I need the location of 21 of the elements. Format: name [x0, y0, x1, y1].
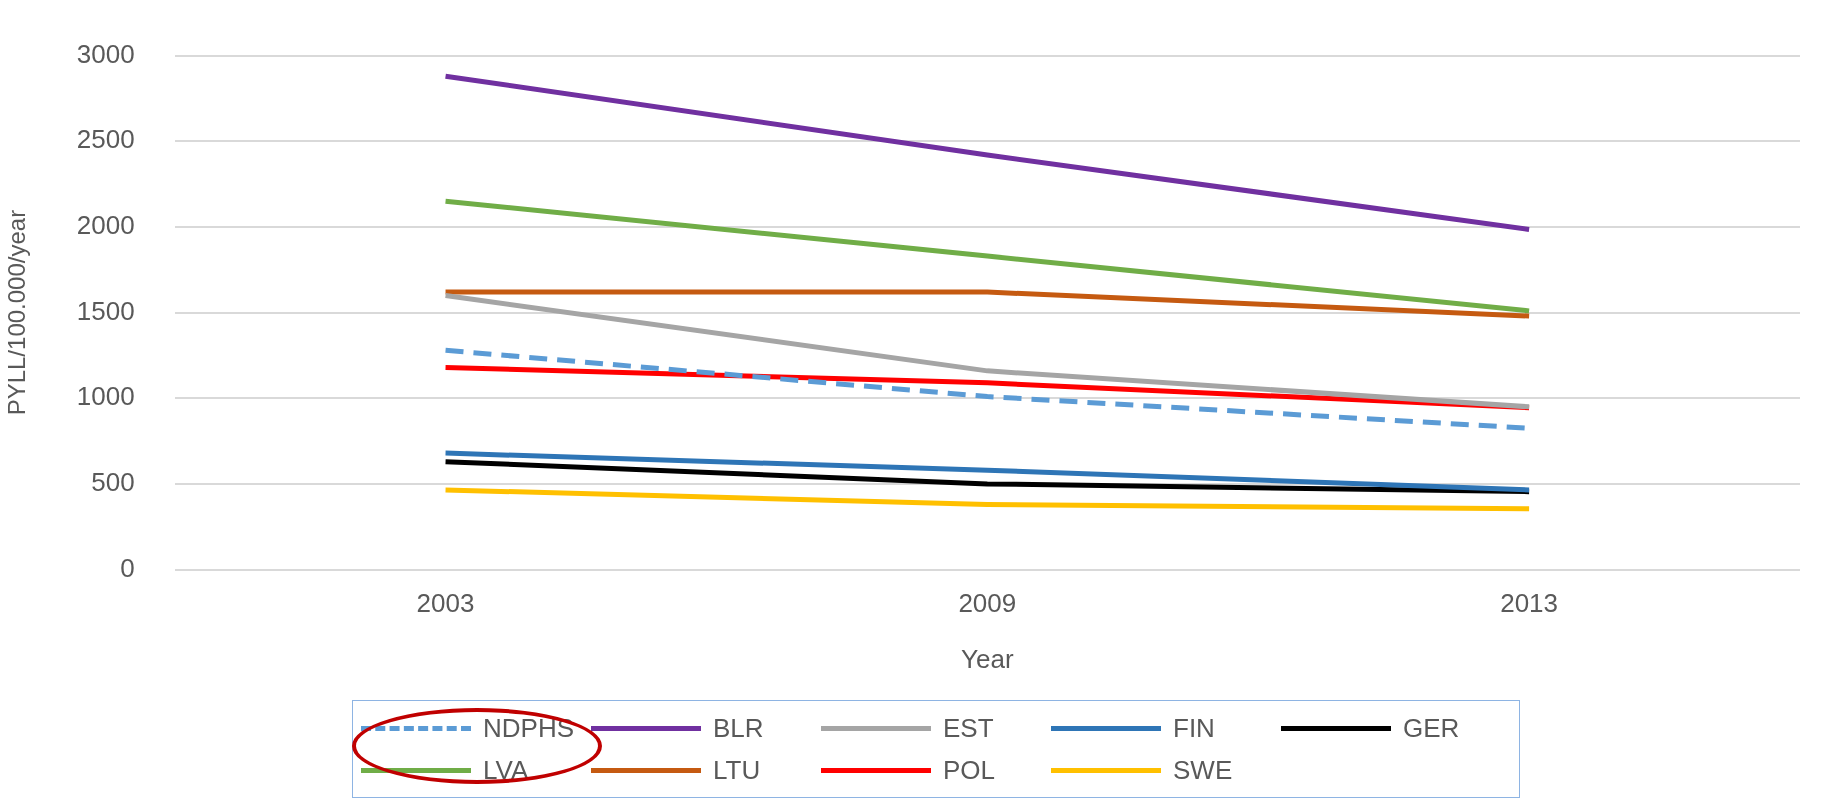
y-tick-label: 2500	[76, 124, 135, 155]
y-tick-label: 1500	[76, 295, 135, 326]
y-tick-label: 3000	[76, 38, 135, 69]
legend-label: POL	[943, 754, 996, 786]
legend-label: GER	[1403, 712, 1460, 744]
y-axis-title: PYLL/100.000/year	[3, 209, 31, 416]
y-tick-label: 2000	[76, 210, 135, 241]
legend-label: EST	[943, 712, 994, 744]
y-tick-label: 0	[120, 552, 135, 583]
legend-label: NDPHS	[483, 712, 575, 744]
x-axis-title: Year	[961, 643, 1014, 674]
legend-label: SWE	[1173, 754, 1233, 786]
legend-label: BLR	[713, 712, 764, 744]
legend-label: LTU	[713, 754, 761, 786]
y-tick-label: 500	[91, 467, 135, 498]
x-tick-label: 2009	[958, 588, 1017, 619]
x-tick-label: 2003	[416, 588, 475, 619]
legend-label: LVA	[483, 754, 529, 786]
legend-label: FIN	[1173, 712, 1215, 744]
x-tick-label: 2013	[1500, 588, 1559, 619]
y-tick-label: 1000	[76, 381, 135, 412]
